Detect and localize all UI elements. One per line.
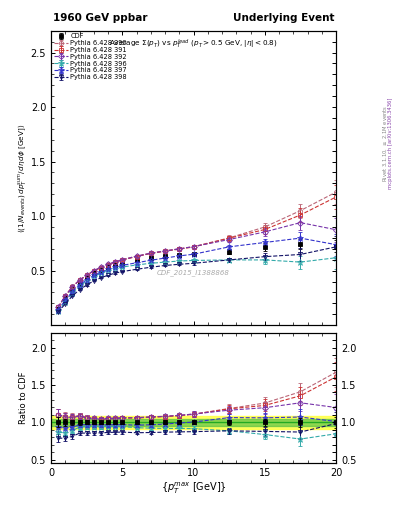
- Text: Underlying Event: Underlying Event: [233, 13, 334, 24]
- Text: Average $\Sigma(p_T)$ vs $p_T^{lead}$ ($p_T > 0.5$ GeV, $|\eta| < 0.8$): Average $\Sigma(p_T)$ vs $p_T^{lead}$ ($…: [109, 38, 278, 51]
- Bar: [51, 419, 336, 426]
- Text: 1960 GeV ppbar: 1960 GeV ppbar: [53, 13, 147, 24]
- Text: mcplots.cern.ch [arXiv:1306.3436]: mcplots.cern.ch [arXiv:1306.3436]: [388, 98, 393, 189]
- Text: Rivet 3.1.10, $\geq$ 2.1M events: Rivet 3.1.10, $\geq$ 2.1M events: [381, 105, 389, 182]
- Y-axis label: Ratio to CDF: Ratio to CDF: [19, 372, 28, 424]
- Y-axis label: $\langle(1/N_{events})\, dp_T^{sum}/d\eta\, d\phi$ [GeV]$\rangle$: $\langle(1/N_{events})\, dp_T^{sum}/d\et…: [16, 123, 28, 232]
- Bar: [51, 416, 336, 429]
- Legend: CDF, Pythia 6.428 390, Pythia 6.428 391, Pythia 6.428 392, Pythia 6.428 396, Pyt: CDF, Pythia 6.428 390, Pythia 6.428 391,…: [53, 33, 128, 81]
- X-axis label: $\{p_T^{max}$ [GeV]$\}$: $\{p_T^{max}$ [GeV]$\}$: [161, 481, 226, 497]
- Text: CDF_2015_I1388868: CDF_2015_I1388868: [157, 269, 230, 275]
